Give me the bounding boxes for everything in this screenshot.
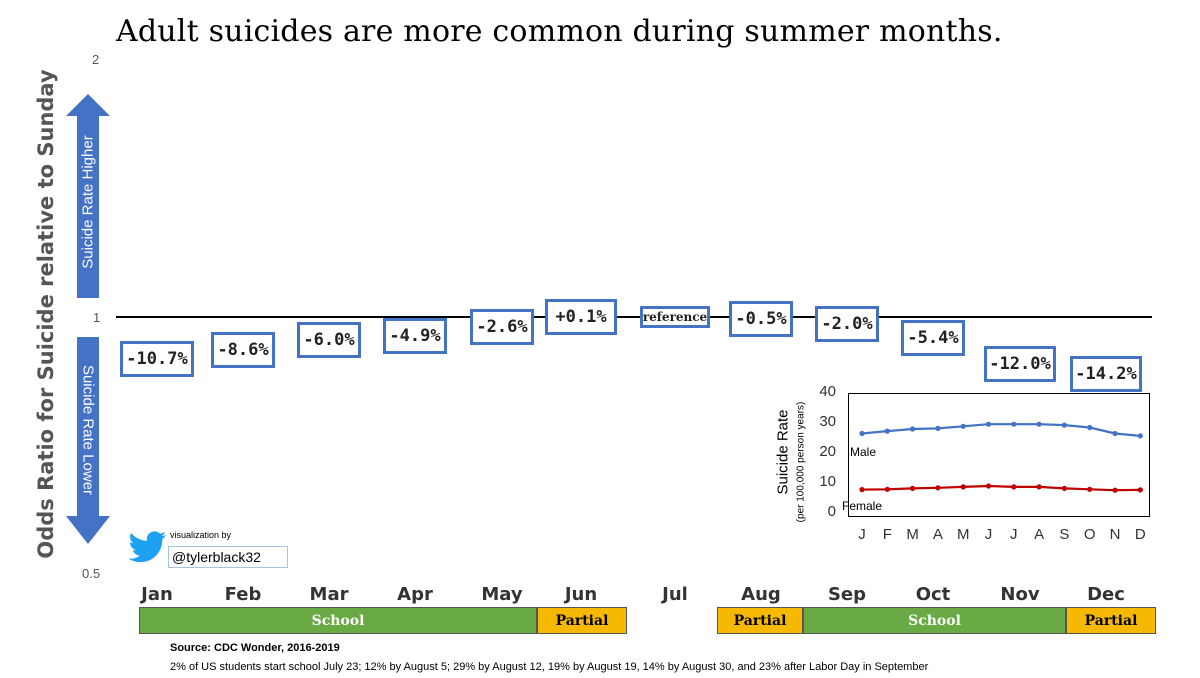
direction-arrows — [66, 94, 110, 544]
footnote-text: 2% of US students start school July 23; … — [170, 661, 929, 673]
point-male-2 — [910, 426, 916, 432]
value-box-oct: -5.4% — [901, 319, 965, 356]
month-label-apr: Apr — [397, 584, 433, 605]
arrow-label-higher: Suicide Rate Higher — [79, 135, 97, 269]
source-text: Source: CDC Wonder, 2016-2019 — [170, 642, 340, 654]
inset-y-tick-20: 20 — [819, 443, 836, 460]
inset-x-tick-7: A — [1034, 526, 1045, 543]
partial-bar-jun: Partial — [537, 607, 627, 634]
month-label-mar: Mar — [309, 584, 349, 605]
month-label-sep: Sep — [827, 584, 867, 605]
value-box-aug: -0.5% — [729, 300, 793, 337]
point-male-6 — [1011, 421, 1017, 427]
partial-bar-dec: Partial — [1066, 607, 1156, 634]
inset-y-tick-30: 30 — [819, 413, 836, 430]
point-female-11 — [1137, 487, 1143, 493]
point-female-4 — [960, 484, 966, 490]
inset-x-tick-4: M — [956, 526, 970, 543]
inset-chart-frame — [848, 393, 1150, 517]
twitter-bird-icon — [128, 531, 166, 563]
value-box-jan: -10.7% — [120, 340, 194, 377]
up-arrow-shape — [66, 94, 110, 298]
month-label-may: May — [481, 584, 523, 605]
inset-line-chart — [859, 421, 1143, 493]
value-box-jun: +0.1% — [545, 298, 617, 335]
month-label-jun: Jun — [564, 584, 598, 605]
chart-title: Adult suicides are more common during su… — [116, 14, 1003, 49]
month-label-feb: Feb — [224, 584, 262, 605]
month-label-dec: Dec — [1087, 584, 1125, 605]
value-box-sep: -2.0% — [815, 306, 879, 343]
value-box-jul: reference — [640, 306, 710, 328]
value-box-feb: -8.6% — [211, 332, 275, 369]
point-female-5 — [985, 483, 992, 489]
point-male-5 — [985, 421, 992, 427]
y-axis-label: Odds Ratio for Suicide relative to Sunda… — [34, 69, 58, 559]
inset-y-sublabel: (per 100,000 person years) — [795, 401, 807, 523]
inset-x-tick-8: S — [1059, 526, 1070, 543]
partial-bar-aug: Partial — [717, 607, 803, 634]
series-label-male: Male — [850, 445, 877, 459]
inset-x-tick-6: J — [1010, 526, 1018, 543]
series-label-female: Female — [842, 499, 883, 513]
point-female-8 — [1061, 485, 1067, 491]
point-female-6 — [1011, 484, 1017, 490]
value-box-mar: -6.0% — [297, 321, 361, 358]
inset-y-tick-0: 0 — [827, 503, 836, 520]
point-female-2 — [910, 485, 916, 491]
inset-x-tick-10: N — [1109, 526, 1121, 543]
value-box-nov: -12.0% — [984, 346, 1056, 383]
point-female-0 — [859, 487, 865, 493]
point-female-9 — [1087, 486, 1093, 492]
arrow-label-lower: Suicide Rate Lower — [79, 364, 97, 496]
inset-x-tick-1: F — [882, 526, 892, 543]
month-label-oct: Oct — [915, 584, 951, 605]
value-box-may: -2.6% — [470, 308, 534, 345]
inset-x-tick-0: J — [858, 526, 866, 543]
inset-x-tick-3: A — [932, 526, 943, 543]
down-arrow-shape — [66, 337, 110, 544]
point-male-0 — [859, 430, 865, 437]
reference-line — [116, 316, 1152, 318]
point-female-3 — [935, 485, 941, 491]
value-box-apr: -4.9% — [383, 317, 447, 354]
point-male-10 — [1112, 430, 1118, 437]
point-female-10 — [1112, 487, 1118, 493]
series-line-female — [861, 484, 1141, 492]
month-label-jan: Jan — [141, 584, 173, 605]
y-tick-0-5: 0.5 — [82, 566, 101, 581]
point-male-1 — [884, 428, 890, 434]
inset-y-label: Suicide Rate — [774, 409, 792, 495]
inset-x-tick-9: O — [1083, 526, 1096, 543]
point-male-3 — [935, 425, 941, 431]
credit-prefix: visualization by — [170, 530, 232, 540]
point-male-8 — [1061, 422, 1067, 428]
inset-x-tick-11: D — [1134, 526, 1146, 543]
point-male-11 — [1137, 433, 1143, 439]
series-line-male — [861, 423, 1141, 437]
school-bar-1: School — [139, 607, 537, 634]
inset-x-tick-5: J — [984, 526, 993, 543]
month-label-aug: Aug — [741, 584, 781, 605]
month-label-nov: Nov — [1000, 584, 1040, 605]
point-male-7 — [1036, 421, 1042, 427]
point-male-9 — [1087, 424, 1093, 431]
point-female-1 — [884, 486, 890, 492]
credit-box: visualization by @tylerblack32 — [124, 526, 290, 570]
credit-handle: @tylerblack32 — [168, 546, 288, 568]
inset-y-tick-40: 40 — [819, 383, 836, 400]
school-bar-2: School — [803, 607, 1066, 634]
y-tick-2: 2 — [92, 52, 100, 67]
point-female-7 — [1036, 484, 1042, 490]
y-tick-1: 1 — [93, 310, 101, 325]
point-male-4 — [960, 423, 966, 429]
value-box-dec: -14.2% — [1070, 355, 1142, 392]
inset-y-tick-10: 10 — [819, 473, 836, 490]
month-label-jul: Jul — [662, 584, 688, 605]
inset-x-tick-2: M — [906, 526, 919, 543]
